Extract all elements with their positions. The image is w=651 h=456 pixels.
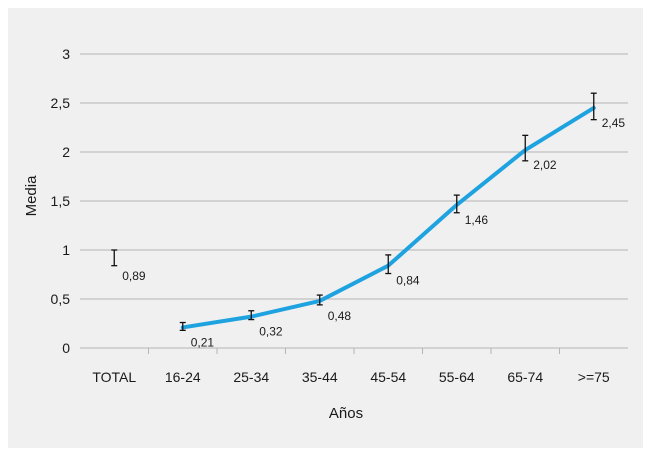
- x-tick-label: 25-34: [233, 369, 269, 385]
- error-bars: [111, 92, 597, 332]
- chart-container: 0 0,5 1 1,5 2 2,5 3 TOTAL 16-24 25-34 35-44 45-54 5…: [8, 8, 643, 448]
- x-tick-label: 55-64: [439, 369, 475, 385]
- data-label: 0,21: [191, 335, 215, 349]
- error-bar: [453, 194, 460, 214]
- y-tick-label: 0: [62, 340, 70, 356]
- data-label: 2,45: [602, 116, 626, 130]
- data-label: 0,84: [396, 274, 420, 288]
- x-tick-label: 35-44: [302, 369, 338, 385]
- line-chart: 0 0,5 1 1,5 2 2,5 3 TOTAL 16-24 25-34 35-44 45-54 5…: [23, 46, 628, 422]
- x-tick-label: 45-54: [370, 369, 406, 385]
- y-tick-label: 1: [62, 242, 70, 258]
- error-bar: [385, 254, 392, 275]
- y-tick-label: 3: [62, 46, 70, 62]
- error-bar: [111, 249, 118, 267]
- data-label: 2,02: [533, 158, 557, 172]
- data-label: 0,89: [122, 269, 146, 283]
- y-tick-label: 0,5: [51, 291, 71, 307]
- x-tick-labels: TOTAL 16-24 25-34 35-44 45-54 55-64 65-74 >=75: [92, 369, 610, 385]
- error-bar: [179, 321, 186, 332]
- error-bar: [590, 92, 597, 121]
- data-label: 1,46: [465, 213, 489, 227]
- series-line: [180, 105, 596, 330]
- x-tick-label: 65-74: [507, 369, 543, 385]
- y-tick-label: 2: [62, 144, 70, 160]
- x-tick-label: TOTAL: [92, 369, 136, 385]
- error-bar: [522, 134, 529, 162]
- y-tick-label: 1,5: [51, 193, 71, 209]
- y-tick-label: 2,5: [51, 95, 71, 111]
- data-label: 0,32: [259, 325, 283, 339]
- x-tick-label: 16-24: [165, 369, 201, 385]
- x-axis-title: Años: [329, 405, 363, 422]
- y-axis-title: Media: [23, 175, 40, 217]
- error-bar: [316, 294, 323, 306]
- data-label: 0,48: [328, 309, 352, 323]
- gridlines: [80, 53, 628, 354]
- series-line-path: [180, 105, 596, 330]
- x-tick-label: >=75: [578, 369, 610, 385]
- y-tick-labels: 0 0,5 1 1,5 2 2,5 3: [51, 46, 71, 356]
- error-bar: [248, 310, 255, 321]
- data-labels: 0,89 0,21 0,32 0,48 0,84 1,46 2,02 2,45: [122, 116, 625, 350]
